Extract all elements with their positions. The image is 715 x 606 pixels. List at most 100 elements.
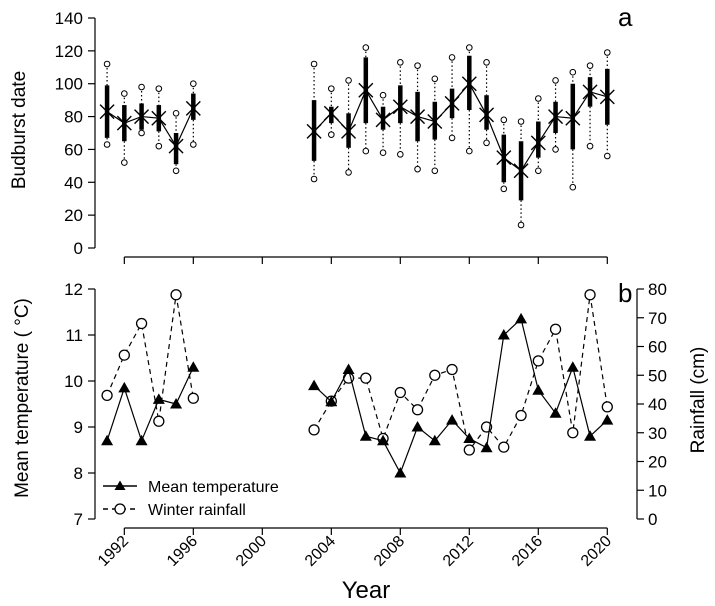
- panel-a-y-tick-label: 40: [64, 173, 83, 192]
- panel-a-y-tick-label: 0: [74, 239, 83, 258]
- legend-rainfall-marker: [114, 503, 126, 515]
- temperature-point: [101, 434, 114, 446]
- rainfall-point: [601, 401, 613, 413]
- outlier-min-point: [535, 167, 542, 175]
- panel-b-y2label: Rainfall (cm): [688, 347, 709, 454]
- outlier-min-point: [569, 183, 577, 191]
- temperature-point: [170, 398, 183, 409]
- outlier-max-point: [121, 90, 128, 97]
- x-axis-title: Year: [342, 577, 391, 604]
- mean-line: [313, 82, 608, 172]
- x-tick-label: 2020: [578, 533, 615, 570]
- rainfall-point: [360, 372, 372, 384]
- outlier-max-point: [103, 60, 111, 68]
- rainfall-point: [308, 424, 320, 436]
- panel-b-y-tick-label: 8: [74, 464, 83, 483]
- outlier-min-point: [121, 159, 128, 166]
- panel-b-y-tick-label: 7: [74, 510, 83, 529]
- temperature-point: [377, 434, 390, 446]
- panel-b-y2-tick-label: 60: [648, 338, 667, 357]
- panel-b-y-tick-label: 12: [64, 280, 83, 299]
- panel-a-y-tick-label: 20: [64, 206, 83, 225]
- outlier-max-point: [586, 62, 594, 69]
- panel-a-ylabel: Budburst date: [9, 71, 30, 189]
- temperature-point: [584, 430, 597, 441]
- temperature-point: [325, 395, 338, 407]
- panel-b-y2-tick-label: 70: [648, 309, 667, 328]
- rainfall-point: [101, 389, 113, 402]
- x-tick-label: 2008: [371, 533, 408, 570]
- panel-b-temperature-rainfall: b Mean temperature ( °C) Rainfall (cm) 7…: [12, 278, 709, 604]
- rainfall-line: [106, 294, 194, 422]
- panel-a-x-axis: [123, 256, 608, 264]
- temperature-point: [601, 414, 614, 425]
- outlier-max-point: [483, 59, 490, 66]
- outlier-max-point: [172, 109, 180, 117]
- outlier-min-point: [190, 141, 197, 148]
- panel-a-y-tick-label: 80: [64, 108, 83, 127]
- rainfall-point: [549, 323, 562, 335]
- panel-b-x-axis: 1992 1996 2000 2004 2008 2012 2016 2020: [95, 527, 615, 570]
- rainfall-point: [446, 363, 458, 376]
- legend-rainfall-label: Winter rainfall: [148, 502, 246, 519]
- temperature-point: [428, 434, 441, 446]
- outlier-min-point: [552, 146, 559, 153]
- rainfall-point: [170, 289, 182, 301]
- legend: Mean temperature Winter rainfall: [103, 479, 279, 519]
- outlier-max-point: [535, 95, 542, 102]
- panel-b-y2-tick-label: 80: [648, 280, 667, 299]
- rainfall-point: [135, 317, 148, 330]
- panel-a-budburst: a Budburst date 0 20 40 60 80 100 120 140: [9, 2, 633, 264]
- panel-b-y2-tick-label: 30: [648, 424, 667, 443]
- outlier-min-point: [310, 175, 318, 183]
- outlier-max-point: [138, 83, 145, 91]
- x-tick-label: 2016: [509, 533, 546, 570]
- outlier-min-point: [362, 147, 370, 155]
- temperature-point: [532, 384, 545, 395]
- outlier-min-point: [345, 169, 352, 176]
- outlier-min-point: [448, 134, 456, 142]
- panel-b-y-tick-label: 10: [64, 372, 83, 391]
- panel-b-y-axis: 7 8 9 10 11 12: [64, 280, 96, 529]
- x-tick-label: 2004: [302, 533, 339, 570]
- outlier-min-point: [379, 149, 387, 157]
- rainfall-point: [515, 409, 527, 422]
- outlier-min-point: [604, 152, 611, 160]
- panel-a-mean-line: [106, 82, 608, 172]
- outlier-min-point: [103, 141, 111, 148]
- legend-temperature-label: Mean temperature: [148, 479, 279, 496]
- panel-a-y-axis: 0 20 40 60 80 100 120 140: [55, 9, 96, 258]
- rainfall-point: [463, 444, 475, 456]
- outlier-max-point: [448, 54, 456, 61]
- panel-a-y-tick-label: 60: [64, 140, 83, 159]
- outlier-max-point: [552, 77, 559, 84]
- temperature-point: [342, 363, 355, 374]
- x-tick-label: 2000: [233, 533, 270, 570]
- panel-b-label: b: [618, 278, 632, 308]
- outlier-max-point: [328, 85, 335, 92]
- outlier-min-point: [466, 147, 473, 155]
- outlier-max-point: [190, 80, 197, 88]
- outlier-min-point: [155, 142, 163, 150]
- outlier-max-point: [466, 44, 473, 51]
- outlier-min-point: [397, 151, 404, 158]
- panel-a-y-tick-label: 120: [55, 42, 83, 61]
- outlier-min-point: [431, 167, 439, 175]
- panel-a-y-tick-label: 100: [55, 75, 83, 94]
- outlier-max-point: [604, 49, 611, 56]
- panel-b-ylabel: Mean temperature ( °C): [12, 298, 33, 498]
- temperature-point: [515, 312, 528, 324]
- temperature-point: [566, 361, 579, 372]
- mean-line: [106, 108, 194, 148]
- temperature-point: [446, 414, 459, 425]
- rainfall-point: [584, 289, 596, 301]
- panel-b-series: [101, 289, 614, 478]
- rainfall-point: [498, 441, 510, 453]
- outlier-max-point: [379, 91, 387, 99]
- temperature-point: [152, 393, 165, 404]
- outlier-min-point: [586, 142, 594, 150]
- panel-b-y-tick-label: 11: [65, 326, 83, 345]
- outlier-min-point: [172, 167, 180, 175]
- temperature-point: [394, 467, 407, 478]
